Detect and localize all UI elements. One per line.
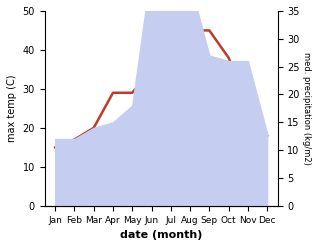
X-axis label: date (month): date (month) xyxy=(120,230,202,240)
Y-axis label: max temp (C): max temp (C) xyxy=(7,75,17,142)
Y-axis label: med. precipitation (kg/m2): med. precipitation (kg/m2) xyxy=(302,52,311,165)
